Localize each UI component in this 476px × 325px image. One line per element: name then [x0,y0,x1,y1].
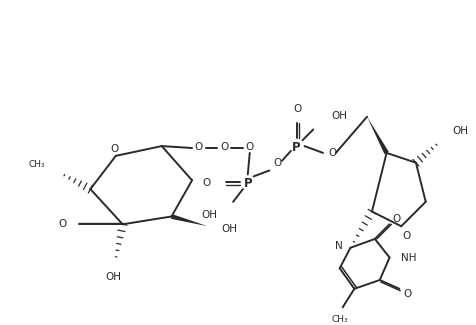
Text: OH: OH [330,111,346,121]
Text: OH: OH [201,210,217,219]
Text: O: O [59,219,67,229]
Text: P: P [292,140,300,153]
Text: OH: OH [451,126,467,136]
Text: O: O [202,178,210,188]
Polygon shape [170,214,207,226]
Text: OH: OH [221,224,237,234]
Text: O: O [402,289,410,299]
Text: CH₃: CH₃ [29,160,45,169]
Text: CH₃: CH₃ [331,315,347,324]
Text: N: N [334,241,342,251]
Text: O: O [328,148,336,158]
Text: P: P [243,177,252,190]
Text: O: O [401,231,409,241]
Text: O: O [220,142,228,152]
Text: O: O [245,142,253,152]
Text: O: O [391,214,400,224]
Text: OH: OH [105,272,120,282]
Text: O: O [293,104,301,114]
Text: O: O [194,142,203,152]
Text: O: O [110,144,119,154]
Text: NH: NH [400,253,416,263]
Text: O: O [272,158,281,168]
Polygon shape [367,117,388,154]
